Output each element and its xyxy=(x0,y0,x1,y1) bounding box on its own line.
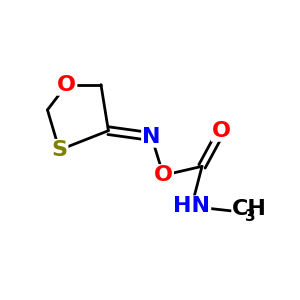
Text: 3: 3 xyxy=(245,209,256,224)
Text: S: S xyxy=(51,140,67,160)
Text: N: N xyxy=(142,127,161,147)
Text: HN: HN xyxy=(173,196,210,217)
Text: CH: CH xyxy=(232,200,267,219)
Text: O: O xyxy=(212,121,231,141)
Text: O: O xyxy=(57,75,76,94)
Text: O: O xyxy=(154,165,173,185)
